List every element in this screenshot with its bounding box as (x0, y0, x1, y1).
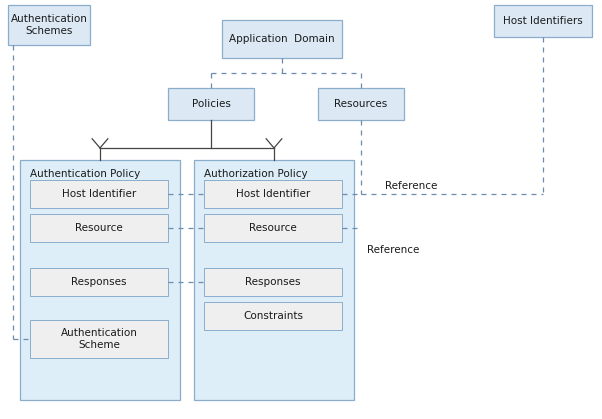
Text: Authentication Policy: Authentication Policy (30, 169, 140, 179)
Text: Authentication
Scheme: Authentication Scheme (61, 328, 137, 350)
FancyBboxPatch shape (204, 302, 342, 330)
Text: Resource: Resource (249, 223, 297, 233)
FancyBboxPatch shape (494, 5, 592, 37)
FancyBboxPatch shape (8, 5, 90, 45)
Text: Reference: Reference (367, 245, 420, 255)
FancyBboxPatch shape (30, 214, 168, 242)
FancyBboxPatch shape (168, 88, 254, 120)
FancyBboxPatch shape (318, 88, 404, 120)
Text: Resources: Resources (334, 99, 388, 109)
Text: Host Identifier: Host Identifier (62, 189, 136, 199)
Text: Reference: Reference (385, 181, 438, 191)
Text: Policies: Policies (191, 99, 231, 109)
Text: Resource: Resource (75, 223, 123, 233)
Text: Authentication
Schemes: Authentication Schemes (11, 14, 87, 36)
Text: Responses: Responses (71, 277, 127, 287)
FancyBboxPatch shape (30, 268, 168, 296)
FancyBboxPatch shape (194, 160, 354, 400)
Text: Host Identifiers: Host Identifiers (503, 16, 583, 26)
Text: Application  Domain: Application Domain (229, 34, 335, 44)
FancyBboxPatch shape (204, 268, 342, 296)
Text: Authorization Policy: Authorization Policy (204, 169, 308, 179)
FancyBboxPatch shape (204, 180, 342, 208)
Text: Host Identifier: Host Identifier (236, 189, 310, 199)
Text: Constraints: Constraints (243, 311, 303, 321)
FancyBboxPatch shape (30, 180, 168, 208)
FancyBboxPatch shape (222, 20, 342, 58)
FancyBboxPatch shape (204, 214, 342, 242)
FancyBboxPatch shape (30, 320, 168, 358)
Text: Responses: Responses (245, 277, 301, 287)
FancyBboxPatch shape (20, 160, 180, 400)
